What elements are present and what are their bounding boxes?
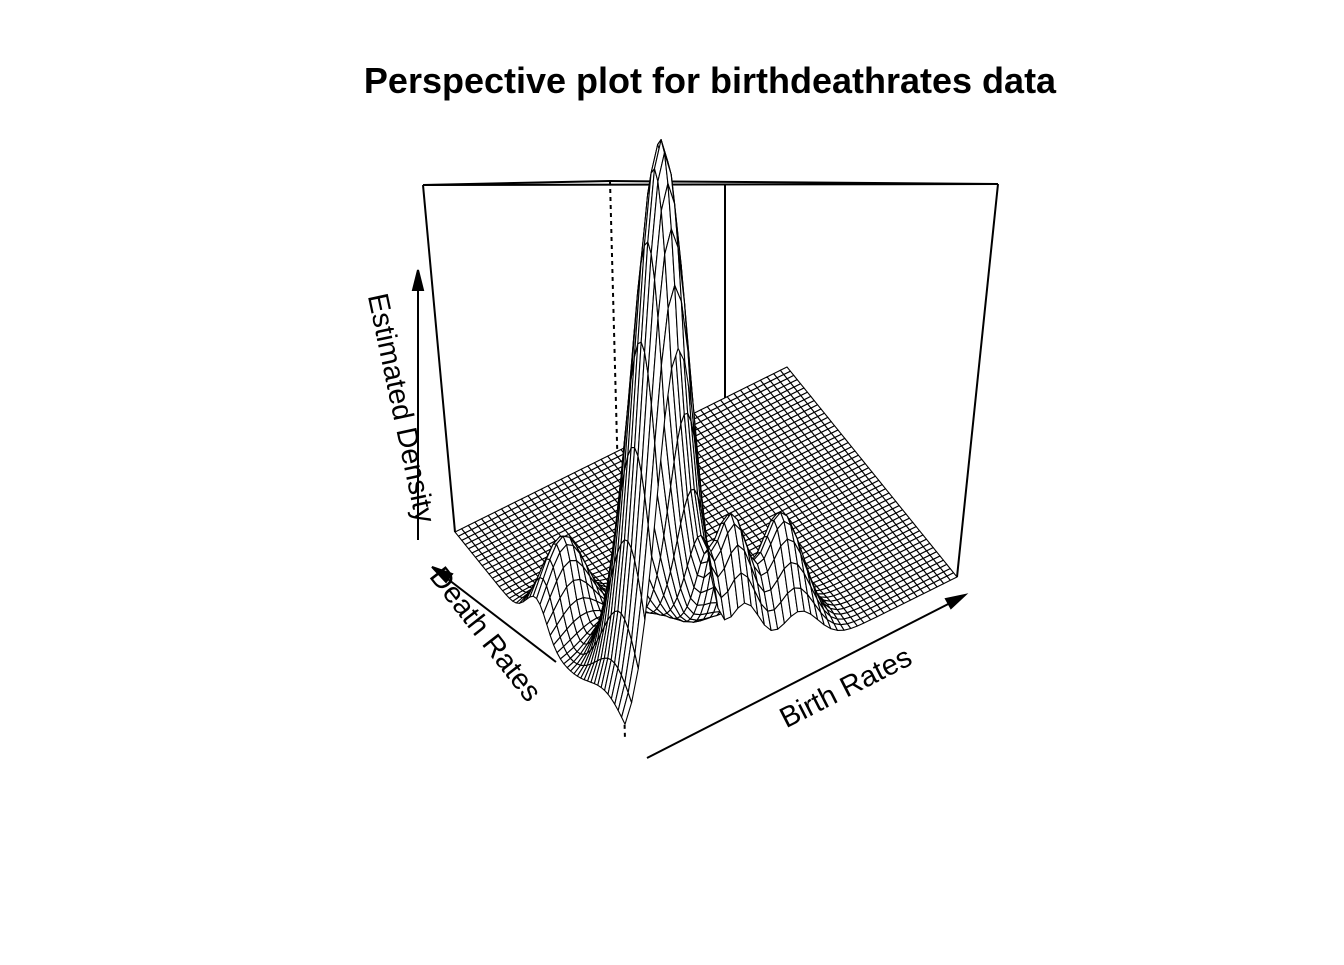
y-axis-arrowhead — [431, 566, 454, 584]
box-edge-right-vertical — [956, 183, 999, 578]
z-axis-label: Estimated Density — [361, 291, 441, 527]
surface-facet — [946, 572, 958, 581]
z-axis-arrowhead — [411, 269, 425, 291]
chart-title: Perspective plot for birthdeathrates dat… — [364, 60, 1057, 101]
density-surface — [454, 139, 958, 725]
x-axis-arrow-line — [646, 597, 961, 759]
y-axis-arrow-line — [435, 569, 557, 663]
box-edge-top-front — [422, 183, 999, 186]
x-axis-arrowhead — [944, 593, 969, 610]
axis-arrows — [411, 269, 969, 759]
box-edge-back-left-vertical — [422, 184, 456, 533]
